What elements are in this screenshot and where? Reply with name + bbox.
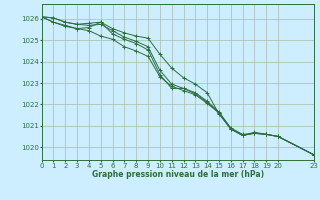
X-axis label: Graphe pression niveau de la mer (hPa): Graphe pression niveau de la mer (hPa): [92, 170, 264, 179]
